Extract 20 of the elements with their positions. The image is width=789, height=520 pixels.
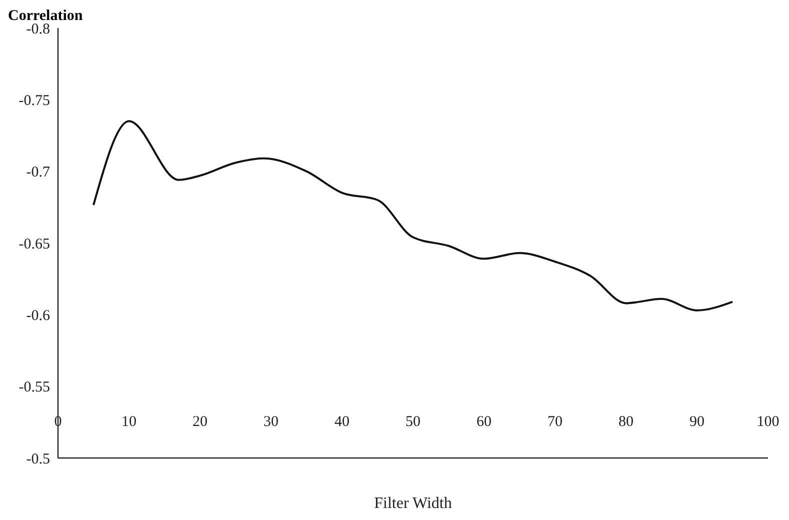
x-axis-title: Filter Width — [374, 495, 452, 512]
y-tick-label: -0.8 — [26, 21, 50, 38]
y-tick-label: -0.75 — [18, 92, 50, 109]
x-tick-label: 40 — [334, 414, 350, 430]
x-tick-label: 90 — [690, 414, 704, 430]
y-tick-label: -0.65 — [18, 236, 50, 252]
x-tick-label: 80 — [618, 414, 634, 430]
x-tick-label: 60 — [476, 414, 492, 430]
x-tick-label: 20 — [192, 414, 208, 430]
y-tick-label: -0.7 — [26, 164, 50, 181]
line-series — [92, 120, 734, 312]
y-tick-label: -0.5 — [26, 451, 50, 468]
chart-title: Correlation — [8, 8, 83, 24]
x-tick-label: 10 — [122, 414, 136, 430]
x-tick-label: 70 — [548, 414, 562, 430]
x-tick-label: 100 — [756, 414, 780, 430]
y-tick-label: -0.55 — [18, 380, 50, 396]
y-tick-label: -0.6 — [26, 308, 50, 324]
x-tick-label: 50 — [406, 414, 420, 430]
x-tick-label: 30 — [264, 414, 278, 430]
